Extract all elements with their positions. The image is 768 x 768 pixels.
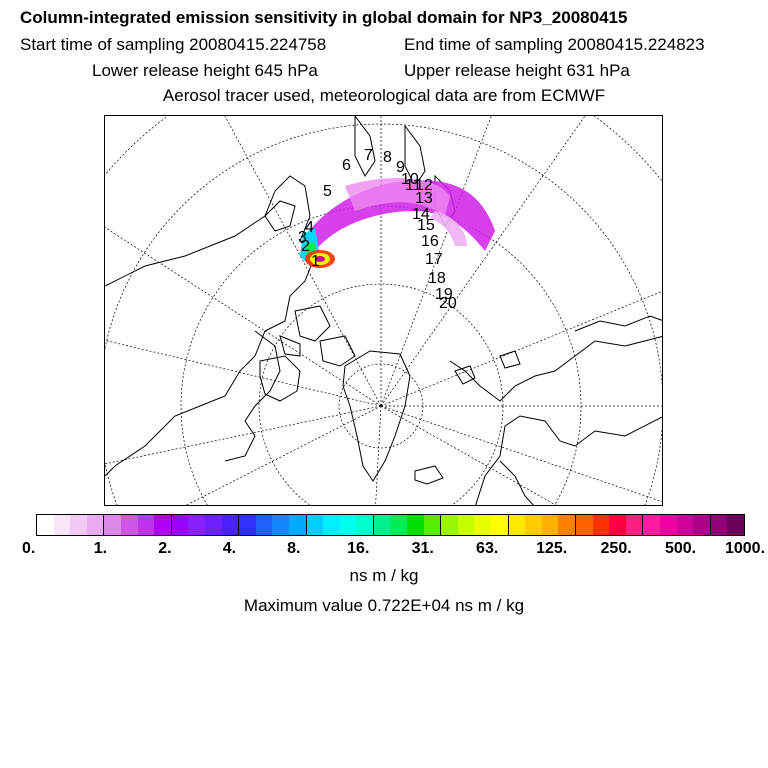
color-swatch	[441, 515, 458, 535]
trajectory-label-15: 15	[417, 217, 435, 234]
trajectory-label-17: 17	[425, 251, 443, 268]
trajectory-label-5: 5	[323, 183, 332, 200]
color-scale-tick-label: 1000.	[724, 540, 766, 557]
color-swatch	[356, 515, 374, 535]
trajectory-label-6: 6	[342, 157, 351, 174]
color-swatch	[576, 515, 593, 535]
color-swatch	[625, 515, 644, 535]
color-scale-tick-label: 8.	[287, 540, 301, 557]
color-scale-tick-label: 1.	[93, 540, 108, 557]
color-swatch	[541, 515, 559, 535]
color-swatch	[221, 515, 240, 535]
color-swatch	[508, 515, 526, 535]
trajectory-label-10: 10	[401, 171, 419, 188]
polar-map: 1 2 3 4 5 6 7 8 9 10 11 12 13 14 15 16 1…	[104, 115, 663, 506]
color-scale-bar	[36, 514, 745, 536]
color-swatch	[491, 515, 509, 535]
color-swatch	[373, 515, 391, 535]
trajectory-label-4: 4	[305, 219, 314, 236]
color-scale-tick-label: 31.	[411, 540, 434, 557]
trajectory-label-3: 3	[298, 229, 307, 246]
trajectory-label-16: 16	[421, 233, 439, 250]
trajectory-label-9: 9	[396, 159, 405, 176]
trajectory-label-20: 20	[439, 295, 457, 312]
color-swatch	[457, 515, 475, 535]
lower-release-height-label: Lower release height 645 hPa	[92, 61, 318, 80]
trajectory-label-19: 19	[435, 286, 453, 303]
sensitivity-plume	[300, 177, 495, 268]
trajectory-label-2: 2	[301, 238, 310, 255]
trajectory-label-13: 13	[415, 190, 433, 207]
color-swatch	[558, 515, 576, 535]
color-swatch	[306, 515, 324, 535]
color-swatch	[339, 515, 357, 535]
color-swatch	[592, 515, 610, 535]
color-swatch	[676, 515, 694, 535]
units-label: ns m / kg	[349, 566, 419, 585]
color-swatch	[171, 515, 189, 535]
color-swatch	[609, 515, 626, 535]
upper-release-height-label: Upper release height 631 hPa	[404, 61, 630, 80]
latitude-circles	[105, 116, 662, 505]
color-swatch	[70, 515, 87, 535]
color-scale-tick-label: 63.	[476, 540, 499, 557]
trajectory-label-12: 12	[415, 177, 433, 194]
color-swatch	[288, 515, 307, 535]
color-swatch	[154, 515, 172, 535]
color-swatch	[37, 515, 54, 535]
color-scale-ticks: 0. 1. 2. 4. 8. 16. 31. 63. 125. 250. 500. 1000.	[0, 540, 768, 560]
sampling-start-label: Start time of sampling 20080415.224758	[20, 35, 327, 54]
color-scale-tick-label: 500.	[664, 540, 697, 557]
color-scale-tick-label: 2.	[158, 540, 172, 557]
maximum-value-label: Maximum value 0.722E+04 ns m / kg	[243, 596, 525, 615]
trajectory-label-1: 1	[311, 253, 320, 270]
color-swatch	[390, 515, 408, 535]
color-swatch	[86, 515, 105, 535]
color-swatch	[710, 515, 728, 535]
trajectory-label-8: 8	[383, 149, 392, 166]
color-swatch	[323, 515, 340, 535]
color-scale-tick-label: 250.	[600, 540, 632, 557]
trajectory-label-18: 18	[428, 270, 446, 287]
color-swatch	[53, 515, 71, 535]
page-title: Column-integrated emission sensitivity i…	[20, 8, 628, 27]
sampling-end-label: End time of sampling 20080415.224823	[404, 35, 705, 54]
color-scale-tick-label: 16.	[347, 540, 370, 557]
color-scale-tick-label: 4.	[222, 540, 237, 557]
color-swatch	[204, 515, 222, 535]
color-scale-tick-label: 0.	[22, 540, 36, 557]
color-swatch	[407, 515, 424, 535]
tracer-info-line: Aerosol tracer used, meteorological data…	[162, 86, 606, 105]
color-swatch	[188, 515, 205, 535]
color-scale-tick-label: 125.	[536, 540, 568, 557]
trajectory-label-7: 7	[364, 147, 373, 164]
color-swatch	[104, 515, 121, 535]
color-swatch	[659, 515, 677, 535]
trajectory-label-11: 11	[405, 177, 422, 194]
color-swatch	[255, 515, 273, 535]
color-swatch	[525, 515, 542, 535]
map-canvas: 1 2 3 4 5 6 7 8 9 10 11 12 13 14 15 16 1…	[105, 116, 662, 505]
trajectory-label-14: 14	[412, 206, 430, 223]
color-swatch	[120, 515, 138, 535]
trajectory-labels: 1 2 3 4 5 6 7 8 9 10 11 12 13 14 15 16 1…	[298, 147, 457, 312]
color-swatch	[727, 515, 744, 535]
color-swatch	[239, 515, 256, 535]
color-swatch	[474, 515, 492, 535]
color-swatch	[643, 515, 660, 535]
color-swatch	[272, 515, 289, 535]
meridian-lines	[105, 116, 662, 505]
color-swatch	[423, 515, 442, 535]
color-swatch	[693, 515, 711, 535]
coastlines	[105, 116, 662, 505]
color-swatch	[137, 515, 155, 535]
